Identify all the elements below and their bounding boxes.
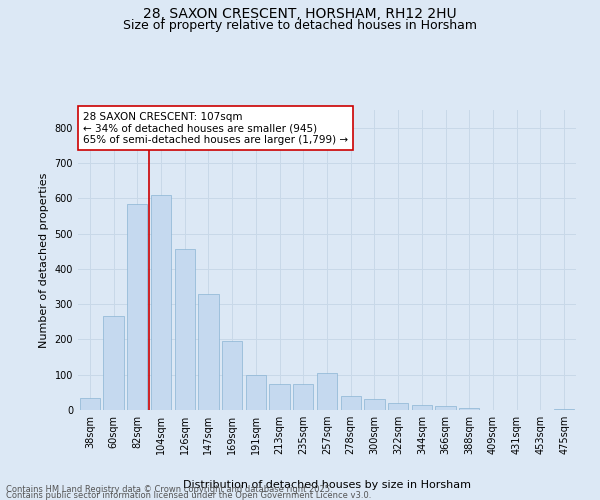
Bar	[364, 400, 385, 410]
Bar	[388, 403, 408, 410]
Bar	[103, 316, 124, 410]
Text: Contains HM Land Registry data © Crown copyright and database right 2025.: Contains HM Land Registry data © Crown c…	[6, 485, 332, 494]
Text: Distribution of detached houses by size in Horsham: Distribution of detached houses by size …	[183, 480, 471, 490]
Bar	[317, 373, 337, 410]
Bar	[269, 384, 290, 410]
Bar	[246, 374, 266, 410]
Bar	[459, 408, 479, 410]
Bar	[222, 341, 242, 410]
Text: Size of property relative to detached houses in Horsham: Size of property relative to detached ho…	[123, 19, 477, 32]
Bar	[436, 406, 455, 410]
Bar	[151, 194, 171, 410]
Y-axis label: Number of detached properties: Number of detached properties	[39, 172, 49, 348]
Bar	[341, 396, 361, 410]
Bar	[293, 384, 313, 410]
Bar	[199, 294, 218, 410]
Bar	[127, 204, 148, 410]
Text: 28 SAXON CRESCENT: 107sqm
← 34% of detached houses are smaller (945)
65% of semi: 28 SAXON CRESCENT: 107sqm ← 34% of detac…	[83, 112, 348, 144]
Bar	[175, 250, 195, 410]
Text: Contains public sector information licensed under the Open Government Licence v3: Contains public sector information licen…	[6, 491, 371, 500]
Bar	[412, 404, 432, 410]
Text: 28, SAXON CRESCENT, HORSHAM, RH12 2HU: 28, SAXON CRESCENT, HORSHAM, RH12 2HU	[143, 8, 457, 22]
Bar	[80, 398, 100, 410]
